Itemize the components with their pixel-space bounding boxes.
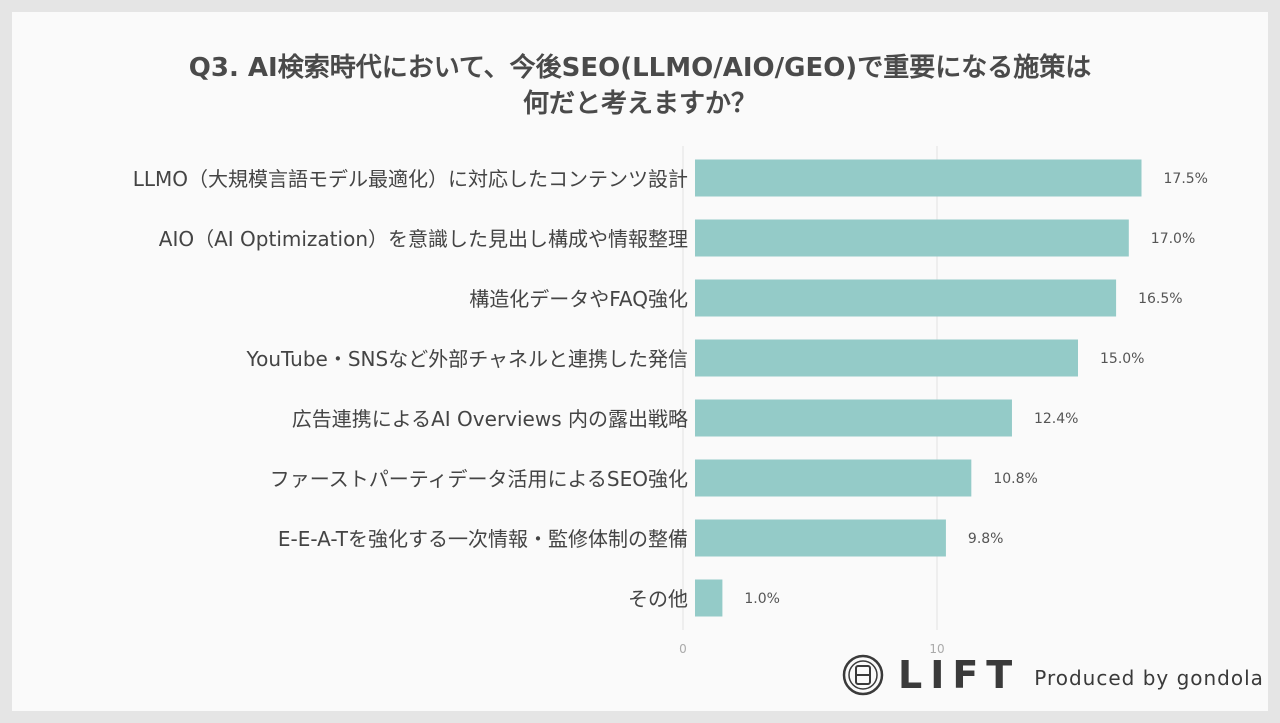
category-label: 広告連携によるAI Overviews 内の露出戦略	[292, 407, 688, 431]
bar	[695, 339, 1078, 377]
chart-title: Q3. AI検索時代において、今後SEO(LLMO/AIO/GEO)で重要になる…	[0, 50, 1280, 122]
category-label: その他	[628, 587, 688, 611]
value-label: 10.8%	[993, 471, 1037, 487]
category-label: LLMO（大規模言語モデル最適化）に対応したコンテンツ設計	[133, 167, 688, 191]
chart-title-line-2: 何だと考えますか？	[522, 89, 757, 119]
category-label: ファーストパーティデータ活用によるSEO強化	[270, 467, 688, 491]
value-label: 1.0%	[744, 591, 780, 607]
value-label: 15.0%	[1100, 351, 1144, 367]
produced-by-text: Produced by gondola	[1034, 666, 1264, 690]
footer: LIFT Produced by gondola	[842, 652, 1264, 698]
category-label: 構造化データやFAQ強化	[469, 287, 688, 311]
x-tick-label: 0	[679, 642, 687, 656]
value-label: 9.8%	[968, 531, 1004, 547]
bar	[695, 579, 723, 617]
category-label: YouTube・SNSなど外部チャネルと連携した発信	[246, 347, 688, 371]
brand-name: LIFT	[898, 653, 1021, 697]
x-tick-label: 10	[929, 642, 944, 656]
bar	[695, 279, 1117, 317]
bar	[695, 219, 1129, 257]
value-label: 17.5%	[1164, 171, 1208, 187]
value-label: 16.5%	[1138, 291, 1182, 307]
category-label: E-E-A-Tを強化する一次情報・監修体制の整備	[278, 527, 688, 551]
bar	[695, 399, 1012, 437]
chart-title-line-1: Q3. AI検索時代において、今後SEO(LLMO/AIO/GEO)で重要になる…	[188, 53, 1092, 83]
lift-logo-icon	[842, 654, 884, 696]
value-label: 12.4%	[1034, 411, 1078, 427]
value-label: 17.0%	[1151, 231, 1195, 247]
category-label: AIO（AI Optimization）を意識した見出し構成や情報整理	[159, 227, 688, 251]
bar	[695, 459, 972, 497]
bar	[695, 519, 946, 557]
bar	[695, 159, 1142, 197]
